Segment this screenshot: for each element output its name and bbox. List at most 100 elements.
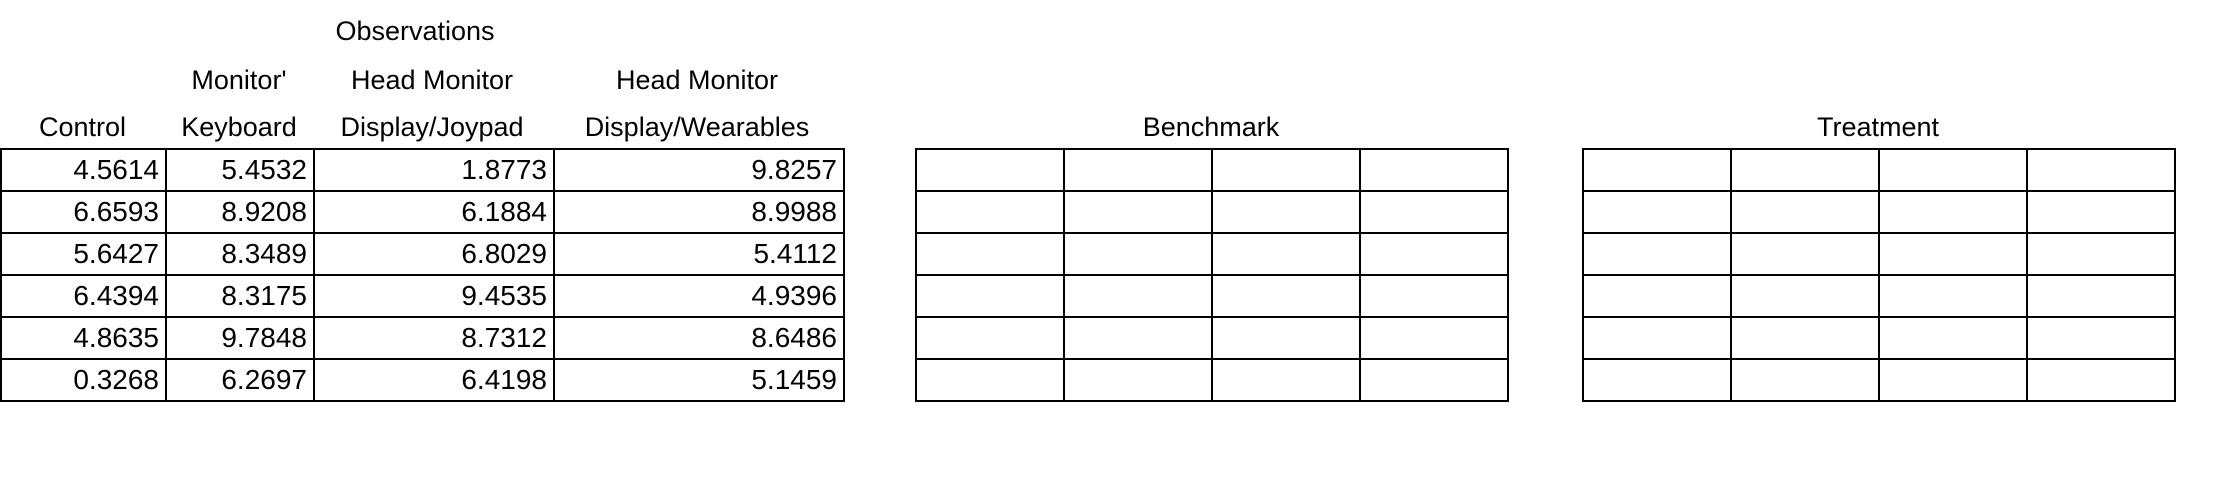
- table-cell[interactable]: [1211, 274, 1361, 318]
- table-cell[interactable]: 9.4535: [313, 274, 555, 318]
- table-cell[interactable]: [1359, 316, 1509, 360]
- table-cell[interactable]: [2026, 190, 2176, 234]
- table-cell[interactable]: 9.7848: [165, 316, 315, 360]
- table-row: [1582, 190, 2176, 234]
- table-row: 0.3268 6.2697 6.4198 5.1459: [0, 358, 845, 402]
- table-cell[interactable]: [915, 190, 1065, 234]
- table-cell[interactable]: [915, 148, 1065, 192]
- table-cell[interactable]: [1211, 316, 1361, 360]
- column-header-joypad: Display/Joypad: [340, 112, 524, 142]
- table-cell[interactable]: [1582, 358, 1732, 402]
- treatment-title: Treatment: [1816, 112, 1940, 142]
- treatment-table: [1582, 148, 2176, 402]
- table-row: [915, 190, 1509, 234]
- table-row: 4.8635 9.7848 8.7312 8.6486: [0, 316, 845, 360]
- table-cell[interactable]: [1359, 148, 1509, 192]
- table-cell[interactable]: 6.4394: [0, 274, 167, 318]
- column-header-headwear-line1: Head Monitor: [615, 65, 779, 95]
- table-cell[interactable]: [1730, 148, 1880, 192]
- table-cell[interactable]: [2026, 316, 2176, 360]
- table-cell[interactable]: [1211, 190, 1361, 234]
- table-cell[interactable]: 6.2697: [165, 358, 315, 402]
- table-row: [1582, 358, 2176, 402]
- table-cell[interactable]: 5.6427: [0, 232, 167, 276]
- table-cell[interactable]: 8.3175: [165, 274, 315, 318]
- table-cell[interactable]: 0.3268: [0, 358, 167, 402]
- table-cell[interactable]: 8.3489: [165, 232, 315, 276]
- table-cell[interactable]: [1582, 190, 1732, 234]
- table-cell[interactable]: [1730, 358, 1880, 402]
- table-cell[interactable]: [1878, 316, 2028, 360]
- table-cell[interactable]: 6.8029: [313, 232, 555, 276]
- table-cell[interactable]: 5.1459: [553, 358, 845, 402]
- table-cell[interactable]: [2026, 232, 2176, 276]
- table-cell[interactable]: [1359, 274, 1509, 318]
- table-cell[interactable]: [1359, 232, 1509, 276]
- table-cell[interactable]: [1211, 358, 1361, 402]
- table-cell[interactable]: [1878, 232, 2028, 276]
- table-cell[interactable]: [915, 274, 1065, 318]
- table-cell[interactable]: 8.9208: [165, 190, 315, 234]
- table-cell[interactable]: 9.8257: [553, 148, 845, 192]
- table-row: [915, 232, 1509, 276]
- column-header-headjoypad-line1: Head Monitor: [350, 65, 514, 95]
- column-header-control: Control: [38, 112, 127, 142]
- table-row: [915, 148, 1509, 192]
- table-cell[interactable]: [915, 316, 1065, 360]
- table-cell[interactable]: 4.9396: [553, 274, 845, 318]
- table-cell[interactable]: [1730, 190, 1880, 234]
- table-cell[interactable]: [1582, 148, 1732, 192]
- table-row: [1582, 316, 2176, 360]
- table-cell[interactable]: [1063, 274, 1213, 318]
- table-cell[interactable]: [1582, 232, 1732, 276]
- table-cell[interactable]: [915, 358, 1065, 402]
- table-cell[interactable]: [1878, 274, 2028, 318]
- table-cell[interactable]: [1878, 190, 2028, 234]
- table-cell[interactable]: [1730, 274, 1880, 318]
- benchmark-title: Benchmark: [1142, 112, 1280, 142]
- table-cell[interactable]: 4.8635: [0, 316, 167, 360]
- table-cell[interactable]: [1730, 232, 1880, 276]
- table-cell[interactable]: 8.9988: [553, 190, 845, 234]
- table-cell[interactable]: 6.6593: [0, 190, 167, 234]
- table-cell[interactable]: 8.6486: [553, 316, 845, 360]
- table-cell[interactable]: [2026, 148, 2176, 192]
- observations-table: 4.5614 5.4532 1.8773 9.8257 6.6593 8.9208 6.18…: [0, 148, 845, 402]
- table-row: [1582, 274, 2176, 318]
- table-row: [915, 358, 1509, 402]
- table-cell[interactable]: 5.4532: [165, 148, 315, 192]
- table-cell[interactable]: [1359, 358, 1509, 402]
- table-cell[interactable]: [915, 232, 1065, 276]
- table-cell[interactable]: 6.1884: [313, 190, 555, 234]
- column-header-wearables: Display/Wearables: [584, 112, 810, 142]
- table-row: 4.5614 5.4532 1.8773 9.8257: [0, 148, 845, 192]
- table-cell[interactable]: [1730, 316, 1880, 360]
- table-cell[interactable]: [1211, 232, 1361, 276]
- table-cell[interactable]: [1063, 358, 1213, 402]
- table-cell[interactable]: [1063, 316, 1213, 360]
- table-cell[interactable]: [1878, 358, 2028, 402]
- table-row: [915, 316, 1509, 360]
- table-cell[interactable]: 6.4198: [313, 358, 555, 402]
- table-cell[interactable]: [1063, 148, 1213, 192]
- table-cell[interactable]: [2026, 274, 2176, 318]
- table-cell[interactable]: [1211, 148, 1361, 192]
- table-cell[interactable]: [1582, 274, 1732, 318]
- table-row: 6.6593 8.9208 6.1884 8.9988: [0, 190, 845, 234]
- table-cell[interactable]: [1063, 232, 1213, 276]
- table-row: [915, 274, 1509, 318]
- table-cell[interactable]: [1359, 190, 1509, 234]
- table-cell[interactable]: [2026, 358, 2176, 402]
- table-cell[interactable]: 4.5614: [0, 148, 167, 192]
- table-cell[interactable]: 5.4112: [553, 232, 845, 276]
- benchmark-table: [915, 148, 1509, 402]
- table-row: [1582, 148, 2176, 192]
- table-cell[interactable]: [1063, 190, 1213, 234]
- table-cell[interactable]: 1.8773: [313, 148, 555, 192]
- table-cell[interactable]: [1878, 148, 2028, 192]
- table-cell[interactable]: 8.7312: [313, 316, 555, 360]
- table-cell[interactable]: [1582, 316, 1732, 360]
- column-header-monitor-line1: Monitor': [191, 65, 287, 95]
- table-row: 5.6427 8.3489 6.8029 5.4112: [0, 232, 845, 276]
- table-row: [1582, 232, 2176, 276]
